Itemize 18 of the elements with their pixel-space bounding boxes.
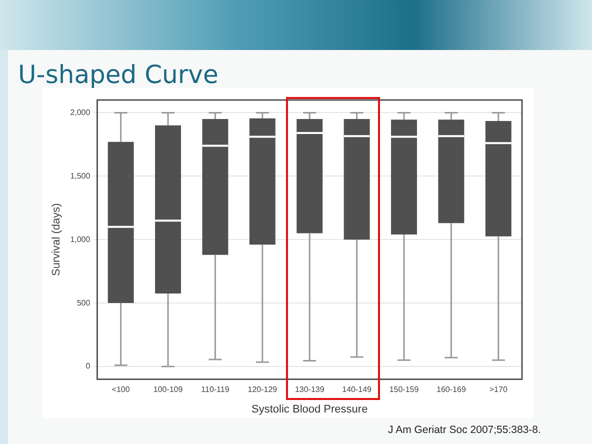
x-tick-label: >170: [489, 385, 508, 394]
x-axis-title: Systolic Blood Pressure: [252, 403, 368, 416]
y-tick-label: 1,500: [70, 171, 91, 180]
x-tick-label: 140-149: [342, 385, 372, 394]
x-tick-label: 160-169: [436, 385, 466, 394]
x-tick-label: 110-119: [201, 385, 230, 394]
x-tick-label: 130-139: [294, 385, 325, 394]
y-tick-label: 0: [86, 362, 91, 371]
y-tick-label: 1,000: [70, 234, 91, 244]
y-tick-label: 500: [76, 298, 91, 308]
x-tick-label: 100-109: [153, 385, 184, 394]
y-axis-title: Survival (days): [50, 203, 63, 276]
x-tick-label: 120-129: [248, 385, 278, 394]
text: J Am Geriatr Soc 2007;55:383-8.: [388, 424, 541, 436]
y-tick-label: 2,000: [70, 108, 91, 117]
chart-title: U-shaped Curve: [18, 60, 218, 89]
x-tick-label: <100: [112, 385, 130, 394]
x-tick-label: 150-159: [389, 385, 420, 394]
